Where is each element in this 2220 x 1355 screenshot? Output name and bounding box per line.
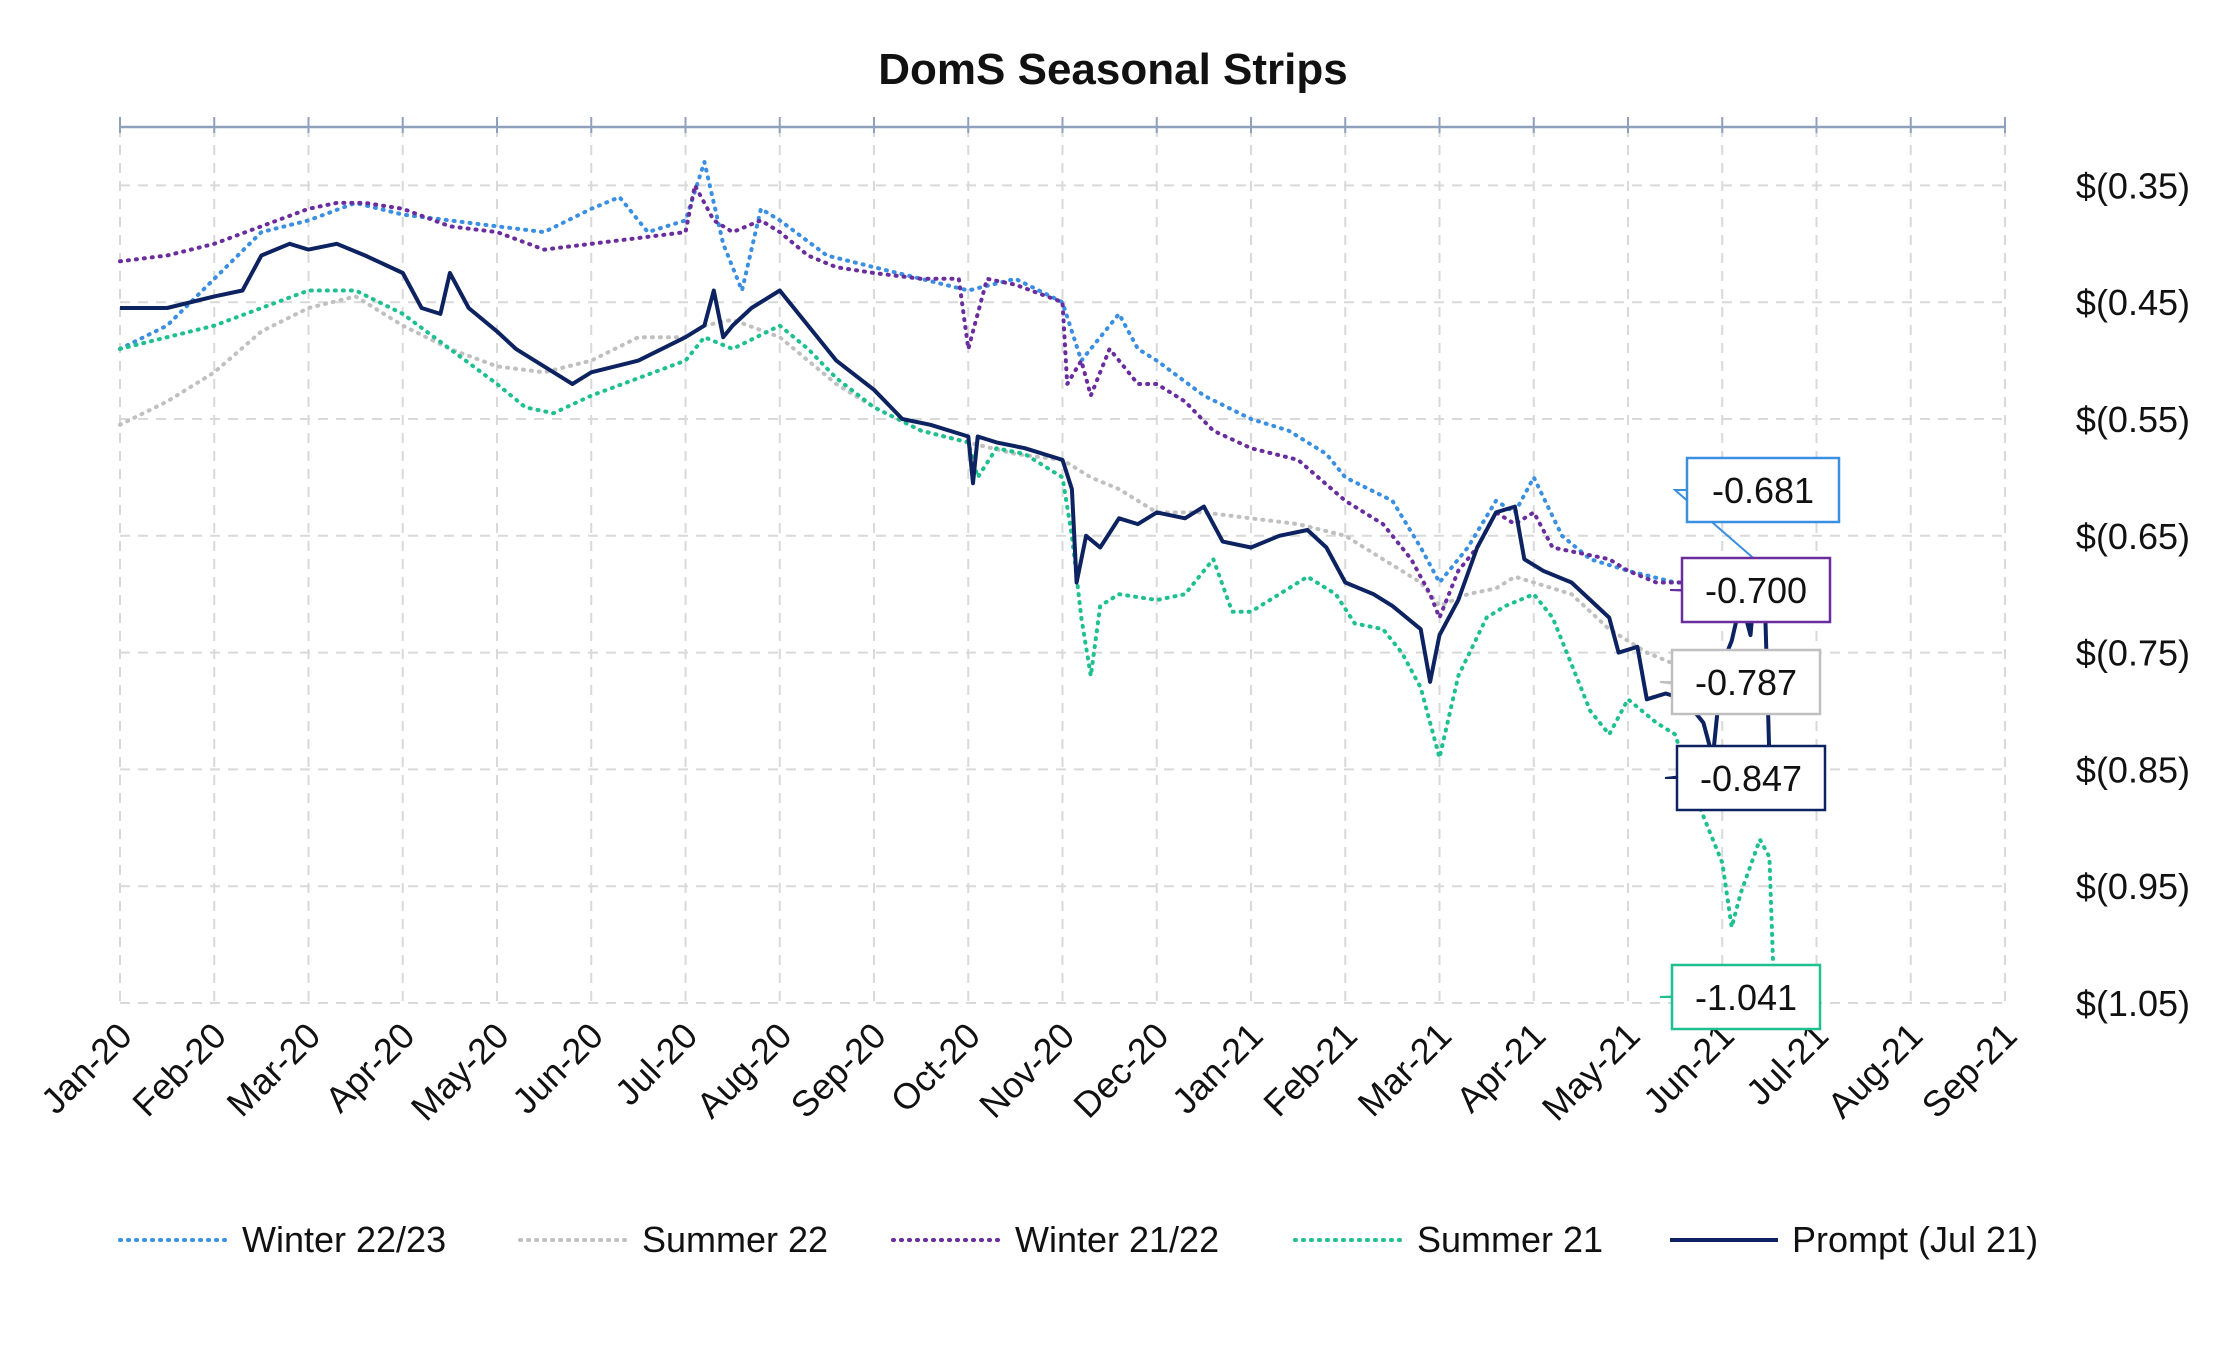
x-tick-label: Sep-20 xyxy=(783,1015,894,1126)
series-layer xyxy=(118,160,1777,995)
x-tick-label: Jan-21 xyxy=(1164,1015,1271,1122)
callout-box xyxy=(1675,744,1827,812)
callout-layer: -0.681 -0.700 -0.787 -0.847 -1.041 xyxy=(1659,456,1841,1031)
legend-label: Summer 22 xyxy=(642,1219,828,1260)
legend-label: Winter 21/22 xyxy=(1015,1219,1219,1260)
chart-title: DomS Seasonal Strips xyxy=(878,45,1347,94)
x-tick-label: Nov-20 xyxy=(971,1015,1082,1126)
series-line xyxy=(118,288,1777,995)
x-tick-label: Mar-20 xyxy=(219,1015,329,1125)
callout-box xyxy=(1670,648,1822,716)
x-tick-label: Feb-21 xyxy=(1255,1015,1365,1125)
callout-box xyxy=(1680,556,1832,624)
x-tick-label: Dec-20 xyxy=(1065,1015,1176,1126)
y-tick-label: $(1.05) xyxy=(2076,983,2190,1024)
y-tick-label: $(0.55) xyxy=(2076,399,2190,440)
callout-label: -0.700 xyxy=(1705,570,1807,611)
x-tick-label: May-21 xyxy=(1534,1015,1648,1129)
legend-label: Winter 22/23 xyxy=(242,1219,446,1260)
callout-label: -0.787 xyxy=(1695,662,1797,703)
x-tick-label: Oct-20 xyxy=(883,1015,988,1120)
x-tick-label: Sep-21 xyxy=(1914,1015,2025,1126)
callout-label: -1.041 xyxy=(1695,977,1797,1018)
x-tick-label: Mar-21 xyxy=(1350,1015,1460,1125)
x-tick-label: Aug-21 xyxy=(1819,1015,1930,1126)
x-tick-label: Jun-21 xyxy=(1635,1015,1742,1122)
series-line xyxy=(118,160,1772,602)
x-tick-label: Feb-20 xyxy=(124,1015,234,1125)
x-tick-label: May-20 xyxy=(403,1015,517,1129)
legend-layer: Winter 22/23 Summer 22 Winter 21/22 Summer … xyxy=(118,1219,2038,1260)
callout-label: -0.681 xyxy=(1712,470,1814,511)
x-tick-label: Jun-20 xyxy=(504,1015,611,1122)
y-tick-label: $(0.35) xyxy=(2076,165,2190,206)
x-tick-label: Aug-20 xyxy=(688,1015,799,1126)
callout-box xyxy=(1670,963,1822,1031)
callout-label: -0.847 xyxy=(1700,758,1802,799)
callout-leader xyxy=(1672,489,1771,573)
series-line xyxy=(118,183,1772,620)
y-tick-label: $(0.95) xyxy=(2076,866,2190,907)
y-tick-label: $(0.85) xyxy=(2076,749,2190,790)
y-tick-label: $(0.65) xyxy=(2076,516,2190,557)
y-tick-label: $(0.45) xyxy=(2076,282,2190,323)
callout-box xyxy=(1685,456,1841,524)
y-tick-label: $(0.75) xyxy=(2076,633,2190,674)
legend-label: Summer 21 xyxy=(1417,1219,1603,1260)
axis-layer: $(0.35) $(0.45) $(0.55) $(0.65) $(0.75) $(0.8… xyxy=(33,117,2190,1129)
x-tick-label: Jan-20 xyxy=(33,1015,140,1122)
legend-label: Prompt (Jul 21) xyxy=(1792,1219,2038,1260)
series-line xyxy=(120,241,1776,767)
